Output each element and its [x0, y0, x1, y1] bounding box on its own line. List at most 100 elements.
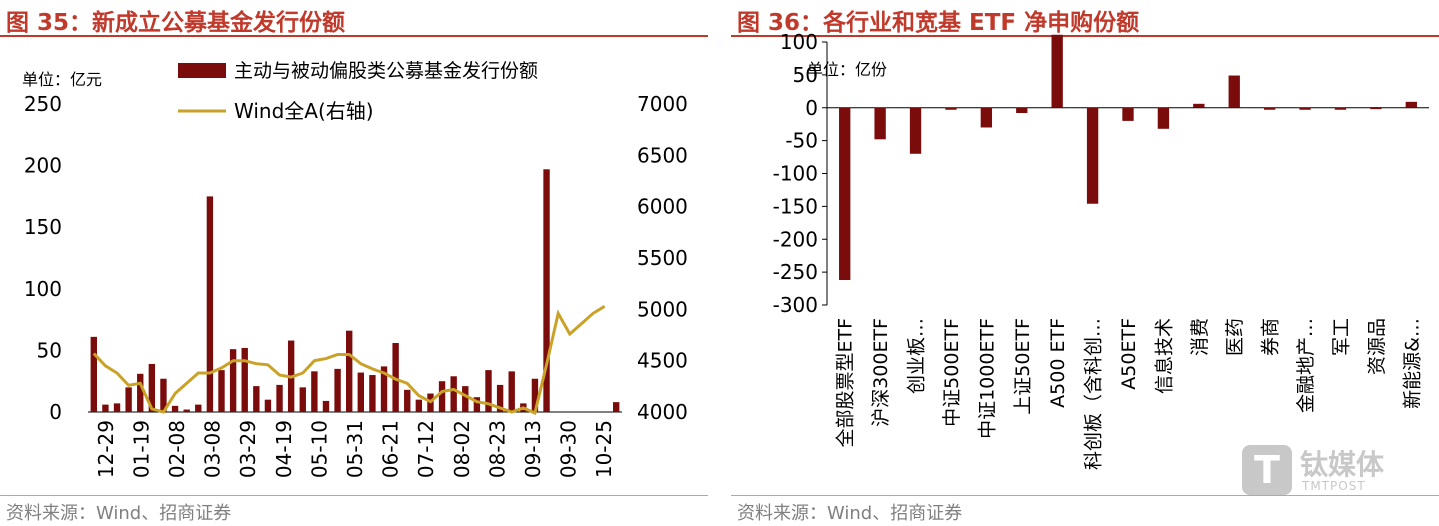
y-left-tick-label: 100 — [24, 277, 62, 301]
y-right-tick-label: 5500 — [637, 246, 688, 270]
category-label: 券商 — [1260, 318, 1282, 356]
fund-issue-bar — [218, 370, 225, 412]
x-tick-label: 07-12 — [414, 420, 438, 478]
watermark-name: 钛媒体 — [1300, 448, 1385, 481]
fund-issue-bar — [322, 400, 330, 412]
category-label: 信息技术 — [1153, 318, 1175, 394]
category-label: A500 ETF — [1047, 318, 1069, 408]
right-panel: 图 36：各行业和宽基 ETF 净申购份额 单位：亿份 -300 -250 -200… — [731, 0, 1439, 526]
etf-net-subscription-bar — [980, 107, 993, 128]
y-left-tick-label: 200 — [24, 154, 62, 178]
etf-net-subscription-bar — [1370, 107, 1382, 110]
fund-issue-bar — [299, 387, 306, 412]
fund-issue-bar — [125, 387, 132, 412]
etf-net-subscription-bar — [1193, 103, 1205, 108]
category-label: 新能源&… — [1401, 318, 1423, 409]
x-tick-label: 03-29 — [236, 420, 260, 478]
left-chart: 0 50 100 150 200 250 4000 4500 5000 5500 6000 6500 7… — [24, 60, 688, 478]
legend-line-label: Wind全A(右轴) — [234, 99, 374, 123]
fund-issue-bar — [369, 375, 376, 412]
fund-issue-bar — [253, 386, 260, 412]
y-right-tick-label: 7000 — [637, 92, 688, 116]
fund-issue-bar — [206, 196, 214, 412]
y-left-tick-label: 150 — [24, 215, 62, 239]
y-right-tick-label: 4000 — [637, 400, 688, 424]
fund-issue-bar — [171, 405, 179, 412]
y-tick-label: 0 — [805, 96, 818, 120]
y-right-tick-label: 6000 — [637, 195, 688, 219]
fund-issue-bar — [508, 371, 515, 412]
fund-issue-bar — [346, 330, 353, 412]
x-tick-label: 01-19 — [129, 420, 153, 478]
left-figure-title: 图 35：新成立公募基金发行份额 — [6, 10, 346, 36]
fund-issue-bar — [334, 368, 341, 412]
fund-issue-bar — [415, 399, 423, 412]
y-tick-label: -200 — [773, 227, 818, 251]
y-left-tick-label: 50 — [37, 338, 62, 362]
x-tick-label: 08-02 — [450, 420, 474, 478]
fund-issue-bar — [195, 404, 202, 412]
category-label: 消费 — [1189, 318, 1211, 356]
fund-issue-bar — [438, 381, 446, 412]
fund-issue-bar — [90, 336, 97, 412]
fund-issue-bar — [264, 399, 272, 412]
fund-issue-bar — [241, 347, 248, 412]
x-tick-label: 02-08 — [165, 420, 189, 478]
category-label: 金融地产… — [1295, 318, 1317, 413]
category-label: A50ETF — [1118, 318, 1140, 390]
fund-issue-bar — [311, 371, 318, 412]
fund-issue-bar — [113, 403, 121, 412]
right-figure-title: 图 36：各行业和宽基 ETF 净申购份额 — [737, 10, 1140, 36]
etf-net-subscription-bar — [909, 107, 922, 154]
fund-issue-bar — [496, 384, 504, 412]
category-label: 创业板… — [906, 318, 928, 394]
x-tick-label: 10-25 — [592, 420, 616, 478]
right-title-rule — [731, 35, 1439, 37]
x-tick-label: 09-13 — [521, 420, 545, 478]
x-tick-label: 04-19 — [272, 420, 296, 478]
legend-bar-label: 主动与被动偏股类公募基金发行份额 — [234, 60, 538, 82]
category-label: 资源品 — [1366, 318, 1388, 375]
category-label: 科创板（含科创… — [1083, 318, 1105, 470]
fund-issue-bar — [148, 363, 156, 412]
fund-issue-bar — [485, 370, 492, 412]
y-left-tick-label: 250 — [24, 92, 62, 116]
fund-issue-bar — [404, 389, 411, 412]
x-tick-label: 06-21 — [379, 420, 403, 478]
x-tick-label: 05-31 — [343, 420, 367, 478]
etf-net-subscription-bar — [1263, 107, 1276, 110]
x-tick-label: 09-30 — [557, 420, 581, 478]
right-footer-rule — [731, 495, 1439, 496]
fund-issue-bar — [183, 409, 190, 412]
y-left-tick-label: 0 — [49, 400, 62, 424]
x-tick-label: 08-23 — [485, 420, 509, 478]
fund-issue-bar — [543, 169, 550, 412]
left-footer-rule — [0, 495, 708, 496]
x-tick-label: 12-29 — [94, 420, 118, 478]
right-source-note: 资料来源：Wind、招商证券 — [737, 503, 963, 524]
etf-net-subscription-bar — [945, 107, 957, 110]
fund-issue-bar — [102, 404, 109, 412]
fund-issue-bar — [473, 397, 481, 412]
etf-net-subscription-bar — [874, 107, 886, 140]
category-label: 医药 — [1224, 318, 1246, 356]
etf-net-subscription-bar — [839, 107, 851, 281]
wind-all-a-line — [92, 305, 606, 416]
etf-net-subscription-bar — [1334, 107, 1347, 110]
y-tick-label: 100 — [780, 30, 818, 54]
tmtpost-logo-icon: T — [1242, 445, 1292, 495]
category-label: 沪深300ETF — [870, 318, 892, 427]
etf-net-subscription-bar — [1122, 107, 1134, 121]
fund-issue-bar — [462, 386, 469, 412]
left-panel: 图 35：新成立公募基金发行份额 单位：亿元 0 50 100 150 200 250 40… — [0, 0, 708, 526]
etf-net-subscription-bar — [1051, 34, 1063, 108]
category-label: 军工 — [1330, 318, 1352, 356]
etf-net-subscription-bar — [1016, 107, 1028, 114]
tmtpost-watermark: T 钛媒体 TMTPOST — [1242, 443, 1432, 495]
x-tick-label: 03-08 — [201, 420, 225, 478]
fund-issue-bar — [531, 378, 539, 412]
category-label: 中证500ETF — [941, 318, 963, 427]
left-unit-label: 单位：亿元 — [22, 70, 103, 89]
fund-issue-bar — [613, 402, 620, 412]
category-label: 全部股票型ETF — [835, 318, 857, 448]
